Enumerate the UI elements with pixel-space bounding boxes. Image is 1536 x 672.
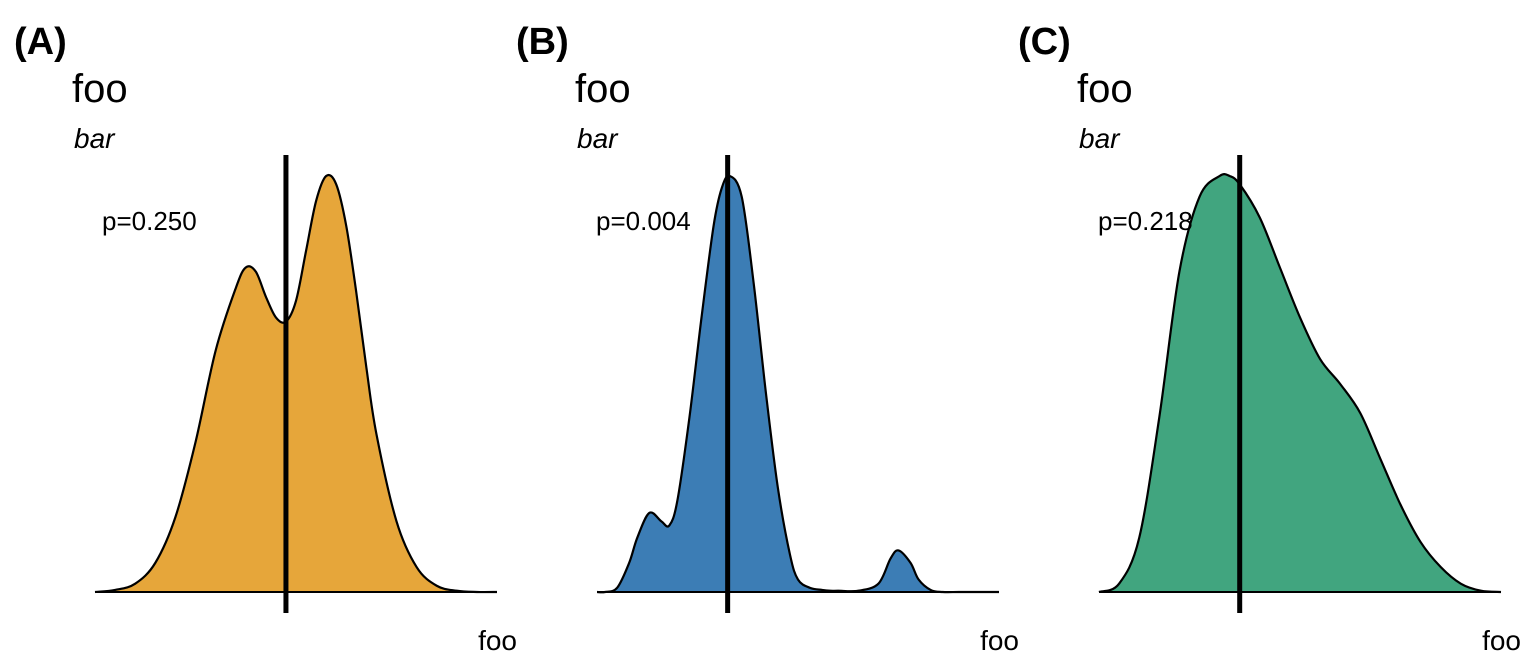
panel-subtitle: bar	[1079, 123, 1121, 154]
panel-tag: (B)	[516, 21, 569, 63]
p-value-annotation: p=0.004	[596, 206, 691, 236]
panel-subtitle: bar	[74, 123, 116, 154]
density-area	[1099, 174, 1501, 592]
panel-tag: (C)	[1018, 21, 1071, 63]
density-outline	[1098, 173, 1502, 594]
density-area	[95, 174, 497, 593]
p-value-annotation: p=0.218	[1098, 206, 1193, 236]
x-axis-label: foo	[478, 625, 517, 656]
panel-title: foo	[72, 67, 128, 111]
density-outline	[94, 173, 498, 594]
panel-title: foo	[575, 67, 631, 111]
panel-title: foo	[1077, 67, 1133, 111]
panel-subtitle: bar	[577, 123, 619, 154]
panel-tag: (A)	[14, 21, 67, 63]
density-outline	[596, 174, 999, 594]
density-area	[597, 175, 999, 593]
x-axis-label: foo	[980, 625, 1019, 656]
x-axis-label: foo	[1482, 625, 1521, 656]
p-value-annotation: p=0.250	[102, 206, 197, 236]
